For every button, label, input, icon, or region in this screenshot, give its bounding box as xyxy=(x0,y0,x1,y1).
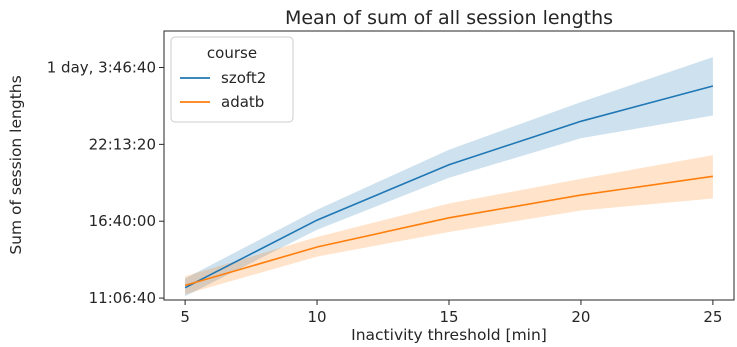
legend-title: course xyxy=(207,44,257,62)
series-line-szoft2 xyxy=(184,85,714,289)
y-axis-ticks: 11:06:40 16:40:00 22:13:20 1 day, 3:46:40 xyxy=(47,59,164,307)
chart-title: Mean of sum of all session lengths xyxy=(285,7,613,29)
x-axis-label: Inactivity threshold [min] xyxy=(351,326,547,344)
y-axis-label: Sum of session lengths xyxy=(7,75,25,254)
confidence-band-szoft2 xyxy=(185,57,713,297)
legend-item-adatb: adatb xyxy=(180,93,264,111)
y-tick-label: 22:13:20 xyxy=(89,135,156,153)
legend-box xyxy=(170,36,294,123)
x-tick-label: 15 xyxy=(439,308,458,326)
legend: course szoft2 adatb xyxy=(170,36,294,123)
y-tick-label: 1 day, 3:46:40 xyxy=(47,59,156,77)
series-line-adatb xyxy=(184,175,714,287)
legend-label: adatb xyxy=(221,93,264,111)
x-tick-label: 5 xyxy=(180,308,190,326)
confidence-bands xyxy=(185,57,713,297)
legend-item-szoft2: szoft2 xyxy=(180,69,266,87)
x-tick-label: 25 xyxy=(703,308,722,326)
x-tick-label: 10 xyxy=(308,308,327,326)
y-tick-label: 11:06:40 xyxy=(89,289,156,307)
series-lines xyxy=(184,85,714,289)
y-tick-label: 16:40:00 xyxy=(89,212,156,230)
legend-label: szoft2 xyxy=(221,69,266,87)
x-tick-label: 20 xyxy=(571,308,590,326)
confidence-band-adatb xyxy=(185,155,713,295)
x-axis-ticks: 5 10 15 20 25 xyxy=(180,300,722,326)
